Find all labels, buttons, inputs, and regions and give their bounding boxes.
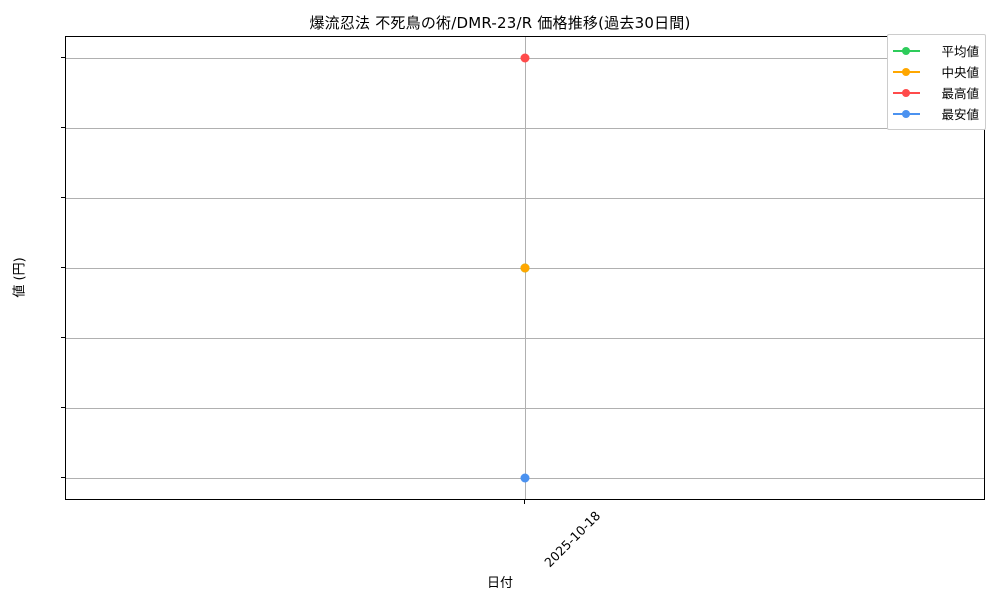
y-tick-mark [61, 197, 65, 198]
legend-item-min[interactable]: 最安値 [888, 103, 985, 124]
plot-area [65, 36, 985, 500]
y-tick-mark [61, 477, 65, 478]
x-tick-label: 2025-10-18 [541, 508, 604, 570]
legend-marker-icon [893, 88, 920, 97]
x-axis-label: 日付 [486, 576, 513, 591]
legend-label: 最安値 [941, 107, 979, 122]
legend-marker-icon [893, 46, 920, 55]
legend-label: 平均値 [941, 44, 979, 59]
data-point-max[interactable] [520, 53, 530, 63]
y-tick-mark [61, 267, 65, 268]
legend-marker-icon [893, 67, 920, 76]
legend-item-mean[interactable]: 平均値 [888, 40, 985, 61]
chart-title: 爆流忍法 不死鳥の術/DMR-23/R 価格推移(過去30日間) [309, 14, 691, 32]
y-tick-mark [61, 57, 65, 58]
y-tick-mark [61, 407, 65, 408]
data-point-min[interactable] [520, 473, 530, 483]
x-tick-mark [524, 500, 525, 504]
y-tick-mark [61, 337, 65, 338]
legend-label: 中央値 [941, 65, 979, 80]
legend-item-max[interactable]: 最高値 [888, 82, 985, 103]
legend-marker-icon [893, 109, 920, 118]
y-tick-mark [61, 127, 65, 128]
y-axis-label: 値 (円) [12, 257, 28, 298]
legend-item-median[interactable]: 中央値 [888, 61, 985, 82]
data-point-median[interactable] [520, 263, 530, 273]
legend-label: 最高値 [941, 86, 979, 101]
chart-legend[interactable]: 平均値 中央値 最高値 最安値 [887, 34, 986, 130]
